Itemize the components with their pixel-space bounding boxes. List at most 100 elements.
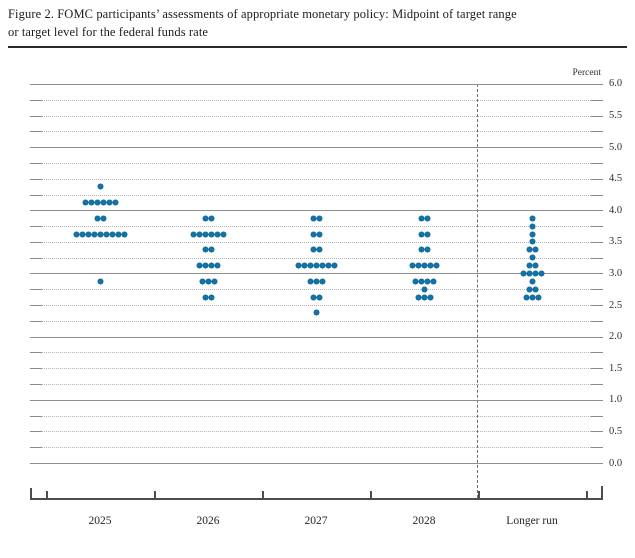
gridline-right-cap [591,99,603,101]
x-axis-line [30,498,603,500]
projection-dot [208,247,214,253]
projection-dot [310,215,316,221]
x-axis-label: 2026 [196,515,220,527]
gridline-right-cap [591,226,603,228]
projection-dot [520,270,526,276]
gridline [30,399,603,401]
gridline [30,178,603,180]
projection-dot [529,294,535,300]
projection-dot [94,215,100,221]
gridline-left-cap [30,241,42,243]
projection-dot [190,231,196,237]
projection-dot [424,278,430,284]
projection-dot [535,294,541,300]
projection-dot [418,231,424,237]
y-axis-label: 2.5 [609,299,623,311]
projection-dot [316,294,322,300]
projection-dot [316,231,322,237]
projection-dot [523,294,529,300]
projection-dot [409,263,415,269]
gridline [30,162,603,164]
projection-dot [415,263,421,269]
y-axis-unit-label: Percent [572,68,602,78]
gridline [30,415,603,417]
gridline-left-cap [30,447,42,449]
y-axis-label: 4.5 [609,173,623,185]
projection-dot [331,263,337,269]
projection-dot [310,247,316,253]
projection-dot [91,231,97,237]
x-axis-tick [46,491,48,498]
y-axis-label: 0.5 [609,425,623,437]
projection-dot [529,223,535,229]
title-underline [8,46,627,48]
projection-dot [538,270,544,276]
projection-dot [421,263,427,269]
projection-dot [79,231,85,237]
gridline-left-cap [30,289,42,291]
projection-dot [196,231,202,237]
gridline-right-cap [591,320,603,322]
projection-dot [418,215,424,221]
longer-run-divider [477,83,478,498]
projection-dot [430,278,436,284]
projection-dot [532,247,538,253]
projection-dot [100,215,106,221]
projection-dot [82,199,88,205]
gridline-right-cap [591,289,603,291]
projection-dot [310,294,316,300]
x-axis-label: 2027 [304,515,328,527]
projection-dot [94,199,100,205]
gridline-right-cap [591,194,603,196]
projection-dot [202,263,208,269]
projection-dot [202,294,208,300]
gridline-right-cap [591,131,603,133]
gridline-right-cap [591,162,603,164]
projection-dot [424,247,430,253]
y-axis-label: 0.0 [609,457,623,469]
projection-dot [73,231,79,237]
projection-dot [208,263,214,269]
projection-dot [418,278,424,284]
projection-dot [109,231,115,237]
gridline-right-cap [591,431,603,433]
y-axis-label: 3.5 [609,236,623,248]
x-axis-tick [478,491,480,498]
projection-dot [205,278,211,284]
projection-dot [112,199,118,205]
gridline [30,463,603,464]
gridline [30,210,603,212]
projection-dot [421,294,427,300]
y-axis-label: 5.5 [609,110,623,122]
projection-dot [202,215,208,221]
projection-dot [418,247,424,253]
projection-dot [313,263,319,269]
projection-dot [529,239,535,245]
gridline-left-cap [30,99,42,101]
gridline [30,194,603,196]
y-axis-label: 4.0 [609,204,623,216]
gridline [30,447,603,449]
gridline-left-cap [30,257,42,259]
y-axis-label: 1.5 [609,362,623,374]
gridline-right-cap [591,352,603,354]
gridline [30,431,603,433]
gridline-right-cap [591,115,603,117]
projection-dot [307,278,313,284]
projection-dot [115,231,121,237]
projection-dot [316,215,322,221]
projection-dot [325,263,331,269]
gridline [30,99,603,101]
projection-dot [202,247,208,253]
gridline-left-cap [30,131,42,133]
projection-dot [526,247,532,253]
gridline-left-cap [30,162,42,164]
x-axis-right-corner [601,486,603,498]
projection-dot [421,286,427,292]
gridline [30,305,603,307]
y-axis-label: 2.0 [609,331,623,343]
projection-dot [208,294,214,300]
projection-dot [415,294,421,300]
projection-dot [427,263,433,269]
